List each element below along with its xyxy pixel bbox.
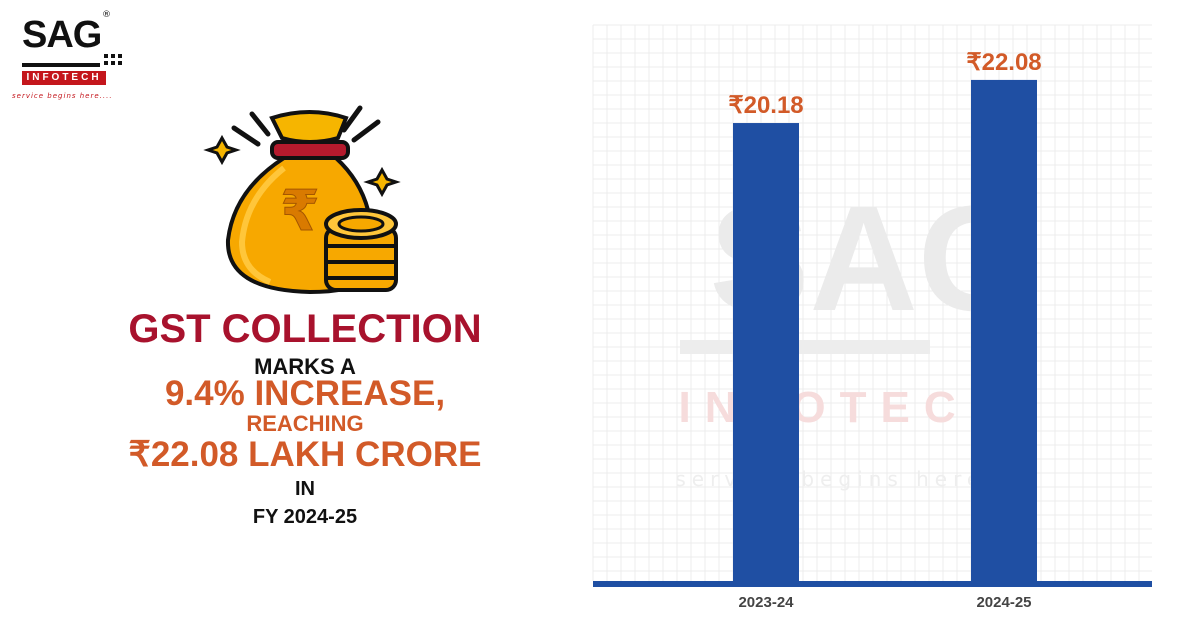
money-bag-rupee-coins-icon: ₹ [203,105,401,295]
chart-grid [592,24,1152,581]
headline-amount: ₹22.08 LAKH CRORE [128,435,482,474]
bar-2024-25 [971,79,1037,581]
x-tick-label: 2023-24 [738,594,794,611]
headline-fiscal-year: FY 2024-25 [252,506,358,528]
watermark-bar [680,340,930,354]
logo-dots-icon [104,54,122,65]
logo-registered-mark: ® [102,10,111,20]
x-axis-baseline [593,581,1152,587]
watermark-subtitle: INFOTECH [679,383,1016,432]
headline-line-in: IN [295,478,315,500]
bar-value-label: ₹22.08 [966,49,1041,76]
logo-subtitle: INFOTECH [22,71,106,85]
headline-line-marks: MARKS A [254,354,356,379]
gst-collection-bar-chart: SAG INFOTECH service begins here.... ₹20.18… [585,20,1160,625]
sparkle-star-right-icon [363,166,401,198]
bar-2023-24 [733,123,799,582]
logo-brand-text: SAG [22,14,102,56]
coin-stack-icon [324,208,398,292]
logo-tagline: service begins here.... [12,92,113,100]
x-tick-label: 2024-25 [976,594,1031,611]
rupee-symbol: ₹ [281,179,320,244]
headline-line-reaching: REACHING [246,411,364,436]
sparkle-star-left-icon [203,134,241,166]
logo-divider [22,63,100,67]
bar-value-label: ₹20.18 [728,92,803,119]
headline-title: GST COLLECTION [128,307,482,351]
headline-increase-percent: 9.4% INCREASE, [164,374,446,413]
